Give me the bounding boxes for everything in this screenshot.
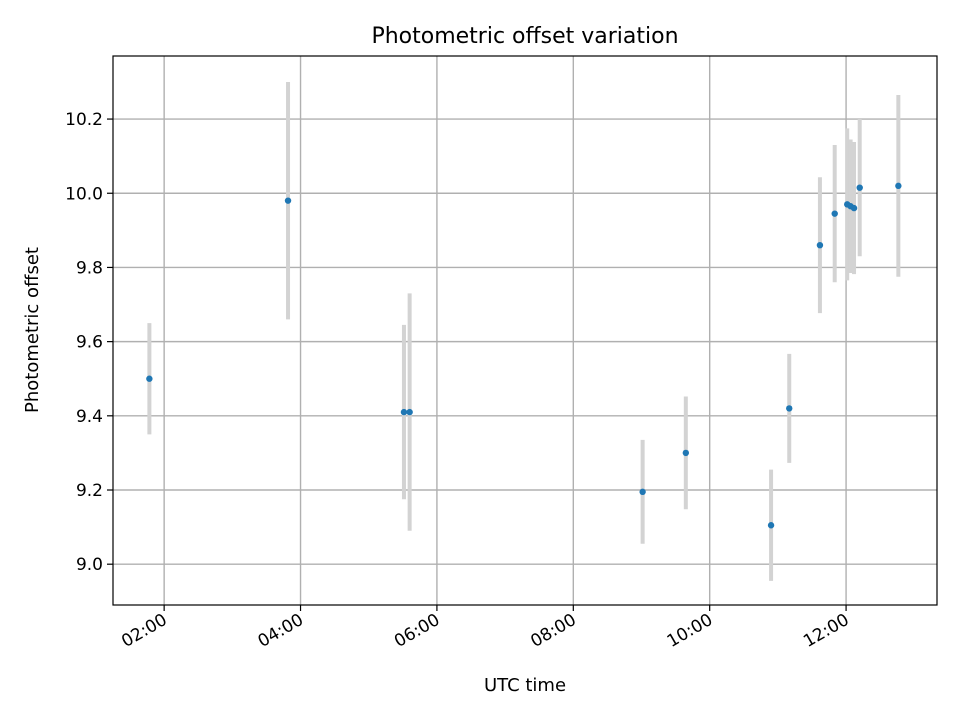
data-point (895, 182, 902, 190)
y-tick-label: 10.2 (65, 110, 103, 130)
data-point (682, 449, 690, 457)
data-point (767, 522, 775, 529)
data-point (816, 241, 824, 249)
data-point (406, 408, 413, 416)
data-point (786, 405, 793, 412)
y-tick-label: 9.8 (76, 258, 103, 278)
y-tick-label: 10.0 (65, 184, 103, 204)
data-point (400, 408, 408, 416)
x-axis-label: UTC time (484, 675, 566, 696)
plot-area-frame (112, 55, 938, 606)
chart-title: Photometric offset variation (371, 24, 678, 49)
y-tick-label: 9.4 (76, 407, 103, 427)
data-point (639, 488, 646, 496)
plot-area-background (113, 56, 937, 605)
data-point (284, 197, 292, 204)
y-axis-label: Photometric offset (22, 247, 43, 413)
grid-lines (113, 56, 937, 605)
y-axis-ticks: 9.0 9.2 9.4 9.6 9.8 10.0 10.2 (65, 110, 113, 575)
data-point (146, 375, 153, 382)
data-point (850, 204, 858, 212)
data-point (831, 210, 838, 217)
y-tick-label: 9.2 (76, 481, 103, 501)
data-point (856, 184, 863, 191)
y-tick-label: 9.0 (76, 555, 103, 575)
y-tick-label: 9.6 (76, 333, 103, 353)
data-points (146, 182, 902, 529)
